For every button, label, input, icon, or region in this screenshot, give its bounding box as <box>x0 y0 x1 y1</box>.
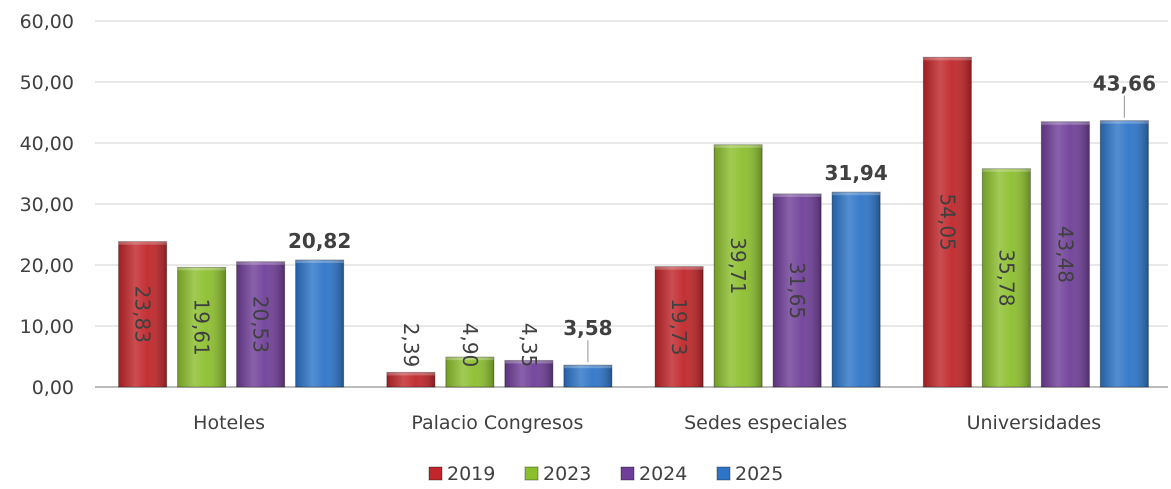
x-axis: Hoteles Palacio Congresos Sedes especiales… <box>193 412 1101 434</box>
bar-highlight <box>982 168 1031 172</box>
data-label: 20,53 <box>249 296 273 353</box>
bar-highlight <box>773 193 822 197</box>
bar-shading <box>504 360 553 387</box>
y-tick-label: 50,00 <box>20 72 74 94</box>
y-tick-label: 40,00 <box>20 133 74 155</box>
legend-label-2025: 2025 <box>735 463 783 485</box>
x-tick-label: Universidades <box>967 412 1102 434</box>
bar-highlight <box>386 372 435 376</box>
data-label: 4,35 <box>517 323 541 368</box>
data-label: 31,65 <box>785 262 809 319</box>
data-label: 4,90 <box>458 323 482 368</box>
bar-shading <box>118 241 167 387</box>
bar-highlight <box>832 192 881 196</box>
data-label: 20,82 <box>288 229 351 253</box>
y-axis: 0,00 10,00 20,00 30,00 40,00 50,00 60,00 <box>20 11 74 399</box>
data-label: 35,78 <box>994 249 1018 306</box>
bar-shading <box>386 372 435 387</box>
y-tick-label: 0,00 <box>32 377 74 399</box>
bar-highlight <box>1041 121 1090 125</box>
bar-shading <box>982 168 1031 387</box>
bar-highlight <box>714 144 763 148</box>
y-tick-label: 10,00 <box>20 316 74 338</box>
data-labels: 23,83 19,61 20,53 20,82 2,39 4,90 4,35 3,58 19,7… <box>131 72 1156 368</box>
data-label: 23,83 <box>131 286 155 343</box>
legend-label-2024: 2024 <box>639 463 687 485</box>
legend-swatch-2024 <box>620 466 635 481</box>
bar-shading <box>655 266 704 387</box>
y-tick-label: 60,00 <box>20 11 74 33</box>
bar-shading <box>773 193 822 387</box>
data-label: 43,48 <box>1053 226 1077 283</box>
bar-shading <box>295 259 344 387</box>
bars <box>118 56 1149 388</box>
bar-shading <box>445 357 494 387</box>
bar-highlight <box>1100 120 1149 124</box>
data-label: 54,05 <box>935 194 959 251</box>
y-tick-label: 30,00 <box>20 194 74 216</box>
legend-label-2019: 2019 <box>447 463 495 485</box>
data-label: 3,58 <box>563 316 612 340</box>
bar-shading <box>923 57 972 388</box>
data-label: 19,73 <box>667 298 691 355</box>
legend-swatch-2023 <box>524 466 539 481</box>
bar-shading <box>563 365 612 387</box>
data-label: 39,71 <box>726 237 750 294</box>
data-label: 31,94 <box>824 161 887 185</box>
data-label: 19,61 <box>190 299 214 356</box>
data-label: 2,39 <box>399 323 423 368</box>
bar-shading <box>714 144 763 387</box>
bar-shading <box>1041 121 1090 387</box>
bar-highlight <box>923 57 972 61</box>
bar-highlight <box>655 266 704 270</box>
legend-label-2023: 2023 <box>543 463 591 485</box>
x-tick-label: Hoteles <box>193 412 265 434</box>
bar-highlight <box>236 261 285 265</box>
legend: 2019 2023 2024 2025 <box>428 463 783 485</box>
bar-shading <box>832 192 881 387</box>
data-label: 43,66 <box>1093 72 1156 96</box>
bar-highlight <box>177 267 226 271</box>
bar-highlight <box>563 365 612 369</box>
y-tick-label: 20,00 <box>20 255 74 277</box>
legend-swatch-2025 <box>716 466 731 481</box>
bar-highlight <box>118 241 167 245</box>
bar-highlight <box>445 357 494 361</box>
bar-highlight <box>504 360 553 364</box>
x-tick-label: Palacio Congresos <box>411 412 583 434</box>
legend-swatch-2019 <box>428 466 443 481</box>
bar-shading <box>1100 120 1149 387</box>
bar-shading <box>177 267 226 387</box>
bar-highlight <box>295 259 344 263</box>
x-tick-label: Sedes especiales <box>684 412 847 434</box>
bar-shading <box>236 261 285 387</box>
